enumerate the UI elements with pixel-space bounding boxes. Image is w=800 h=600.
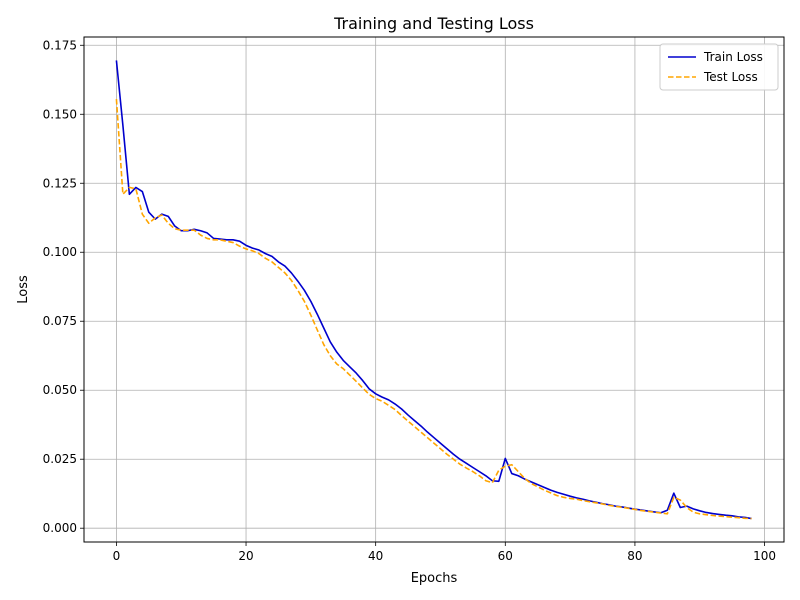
plot-frame bbox=[83, 36, 785, 543]
series-layer bbox=[115, 60, 752, 520]
y-tick-label: 0.100 bbox=[43, 245, 77, 259]
y-tick-label: 0.150 bbox=[43, 107, 77, 121]
x-tick-label: 40 bbox=[368, 549, 383, 563]
y-tick-label: 0.050 bbox=[43, 383, 77, 397]
chart-title: Training and Testing Loss bbox=[333, 14, 534, 33]
legend-box bbox=[659, 43, 779, 91]
y-axis: 0.000 0.025 0.050 0.075 0.100 0.125 0.150 0.175 bbox=[43, 38, 84, 535]
train-loss-line bbox=[115, 60, 752, 520]
x-tick-label: 20 bbox=[238, 549, 253, 563]
x-axis: 0 20 40 60 80 100 bbox=[113, 542, 776, 563]
legend-label-train-loss: Train Loss bbox=[703, 50, 763, 64]
x-tick-label: 80 bbox=[627, 549, 642, 563]
legend-label-test-loss: Test Loss bbox=[703, 70, 758, 84]
y-axis-label: Loss bbox=[16, 275, 31, 304]
y-tick-label: 0.125 bbox=[43, 176, 77, 190]
legend: Train Loss Test Loss bbox=[659, 43, 779, 91]
test-loss-line bbox=[115, 99, 752, 520]
grid-layer bbox=[84, 37, 784, 542]
y-tick-label: 0.000 bbox=[43, 521, 77, 535]
y-tick-label: 0.025 bbox=[43, 452, 77, 466]
x-tick-label: 60 bbox=[498, 549, 513, 563]
x-tick-label: 100 bbox=[753, 549, 776, 563]
x-tick-label: 0 bbox=[113, 549, 121, 563]
x-axis-label: Epochs bbox=[411, 571, 458, 586]
y-tick-label: 0.075 bbox=[43, 314, 77, 328]
y-tick-label: 0.175 bbox=[43, 38, 77, 52]
